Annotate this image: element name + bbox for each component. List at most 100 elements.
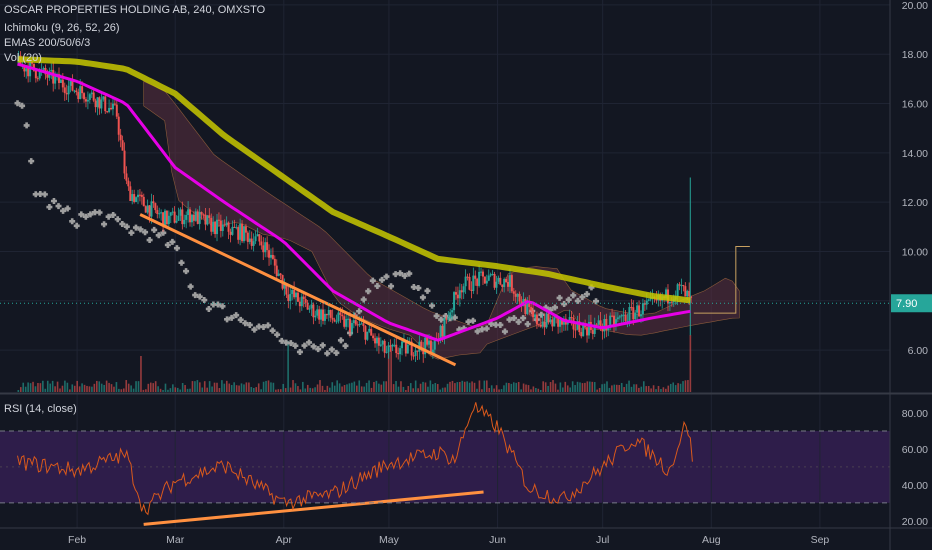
volume-bar [562, 387, 564, 392]
lagging-span-marker [383, 273, 390, 280]
candle-body [250, 238, 253, 246]
candle-body [287, 294, 290, 301]
volume-bar [493, 388, 495, 392]
candle-body [545, 313, 548, 328]
volume-bar [515, 382, 518, 392]
candle-body [110, 107, 113, 110]
volume-bar [356, 385, 358, 392]
candle-body [119, 134, 122, 141]
candle-body [441, 325, 444, 337]
lagging-span-marker [142, 229, 149, 236]
candle-body [206, 215, 209, 225]
candle-body [680, 285, 683, 287]
candle-body [275, 265, 278, 277]
lagging-span-marker [378, 276, 385, 283]
candle-body [555, 317, 558, 319]
lagging-span-marker [470, 317, 477, 324]
indicator-ichimoku-label[interactable]: Ichimoku (9, 26, 52, 26) [4, 22, 120, 34]
candle-body [541, 321, 544, 327]
lagging-span-marker [96, 209, 103, 216]
volume-bar [304, 388, 307, 392]
volume-bar [132, 388, 135, 392]
volume-bar [669, 383, 672, 392]
volume-bar [598, 388, 601, 392]
candle-body [551, 319, 554, 327]
candle-body [246, 232, 249, 242]
candle-body [587, 321, 590, 336]
candle-body [343, 316, 346, 327]
lagging-span-marker [442, 312, 449, 319]
candle-body [88, 94, 91, 100]
candle-body [210, 217, 213, 232]
candle-body [688, 290, 691, 297]
candle-body [304, 299, 307, 303]
candle-body [603, 318, 606, 332]
candle-body [200, 212, 203, 215]
candle-body [676, 284, 679, 297]
candle-body [620, 315, 623, 317]
volume-bar [130, 385, 132, 392]
candle-body [591, 330, 594, 334]
volume-bar [618, 385, 621, 392]
volume-bar [103, 384, 105, 392]
candle-body [283, 284, 286, 289]
lagging-span-marker [374, 282, 381, 289]
lagging-span-marker [397, 270, 404, 277]
candle-body [42, 67, 45, 70]
indicator-volume-label[interactable]: Vol (20) [4, 52, 42, 64]
volume-bar [505, 382, 508, 392]
candle-body [356, 324, 359, 326]
candle-body [472, 275, 475, 292]
candle-body [221, 224, 224, 231]
volume-bar [208, 381, 211, 392]
candle-body [354, 320, 357, 325]
volume-bar [56, 381, 59, 392]
volume-bar [265, 380, 267, 392]
candle-body [341, 314, 344, 317]
lagging-span-marker [101, 221, 108, 228]
volume-bar [314, 387, 316, 392]
volume-bar [19, 387, 22, 392]
volume-bar [321, 385, 324, 392]
lagging-span-marker [565, 296, 572, 303]
candle-body [670, 301, 673, 303]
volume-bar [689, 335, 692, 392]
price-tick-label: 6.00 [908, 345, 929, 357]
lagging-span-marker [87, 211, 94, 218]
volume-bar [250, 387, 253, 392]
lagging-span-marker [155, 232, 162, 239]
lagging-span-marker [438, 316, 445, 323]
indicator-ema-label[interactable]: EMAS 200/50/6/3 [4, 37, 91, 49]
candle-body [79, 86, 82, 100]
volume-bar [152, 383, 155, 392]
lagging-span-marker [192, 292, 199, 299]
volume-bar [238, 385, 240, 392]
candle-body [389, 345, 392, 347]
lagging-span-marker [515, 318, 522, 325]
volume-bar [199, 382, 201, 392]
volume-bar [611, 385, 613, 392]
candle-body [156, 210, 159, 214]
candle-body [514, 293, 517, 297]
candle-body [204, 214, 207, 225]
volume-bar [135, 381, 137, 392]
volume-bar [343, 385, 346, 392]
volume-bar [316, 384, 319, 392]
volume-bar [682, 381, 684, 392]
candle-body [179, 209, 182, 216]
volume-bar [272, 382, 275, 392]
rsi-title: RSI (14, close) [4, 403, 77, 415]
volume-bar [620, 382, 623, 392]
candle-body [285, 284, 288, 295]
time-tick-label: Aug [702, 534, 721, 546]
volume-bar [118, 388, 120, 392]
candle-body [401, 341, 404, 349]
candle-body [483, 276, 486, 284]
volume-bar [593, 382, 596, 392]
candle-body [460, 290, 463, 293]
candle-body [198, 212, 201, 224]
volume-bar [422, 381, 424, 392]
volume-bar [42, 380, 44, 392]
candle-body [194, 211, 197, 221]
